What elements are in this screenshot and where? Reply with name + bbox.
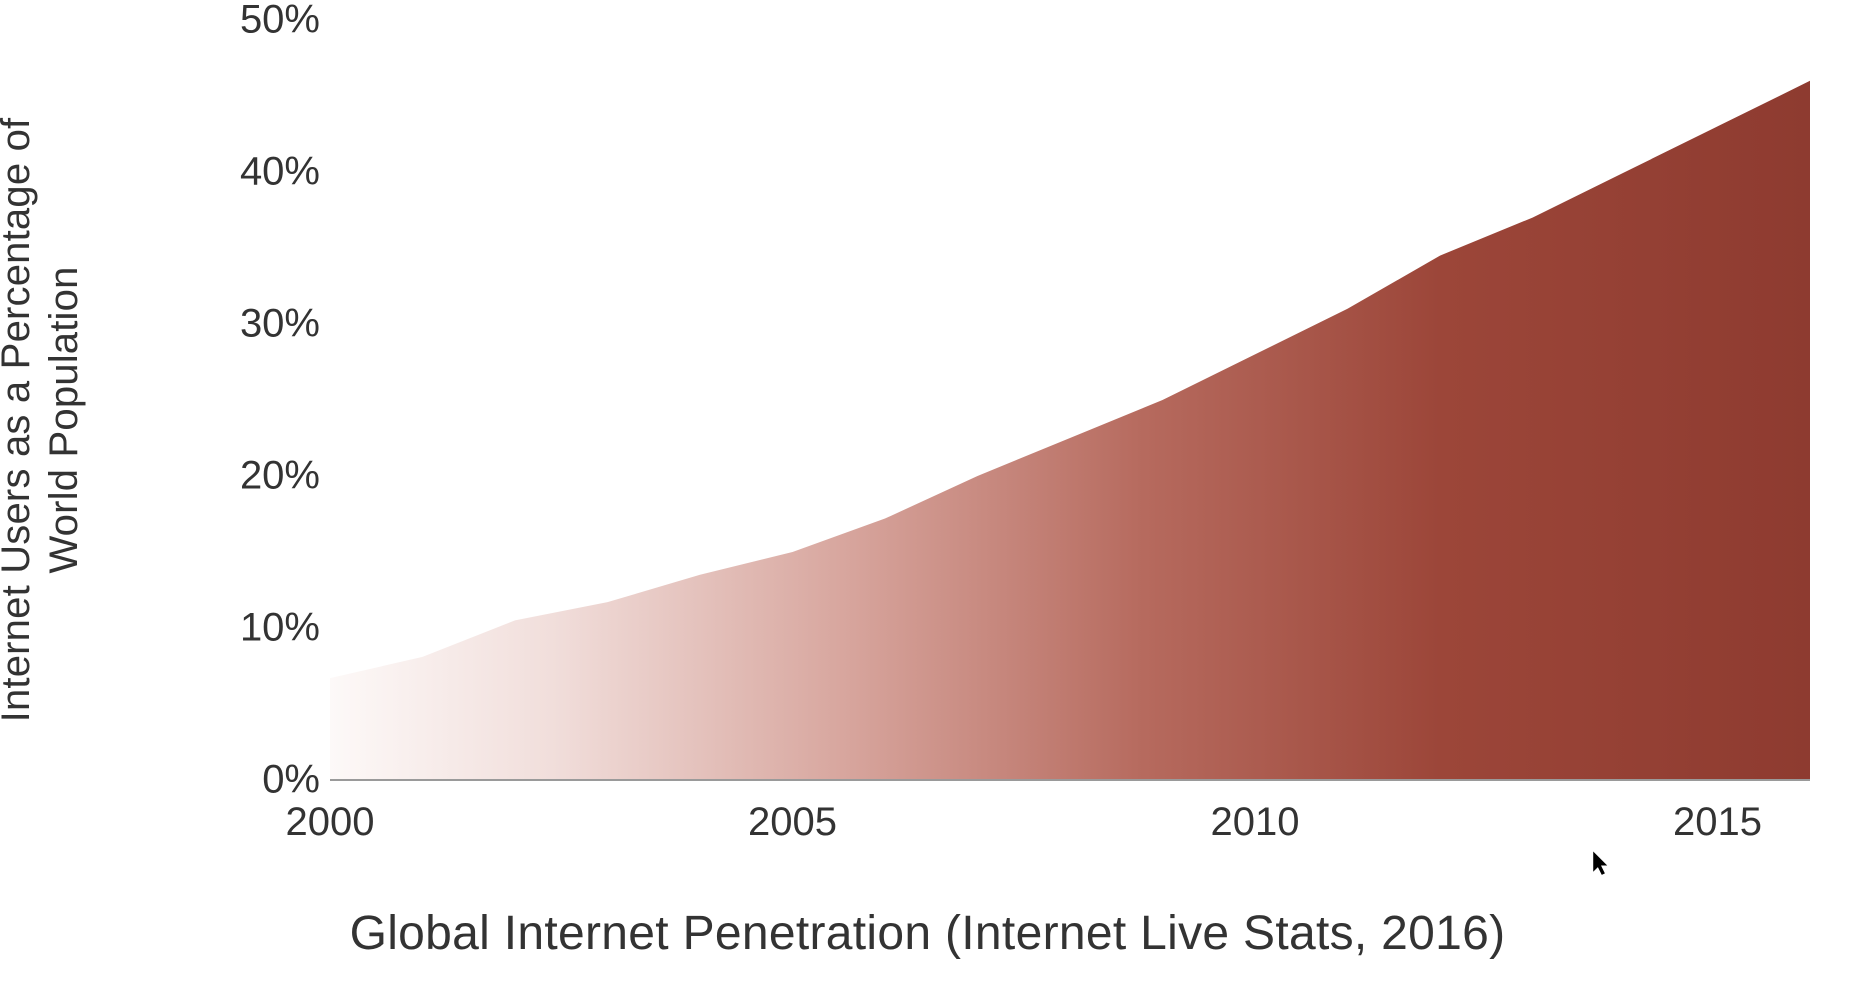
x-tick-label: 2015	[1673, 800, 1762, 845]
y-tick-label: 10%	[180, 606, 320, 651]
y-tick-label: 40%	[180, 150, 320, 195]
y-tick-label: 30%	[180, 302, 320, 347]
area-svg	[330, 20, 1810, 780]
y-axis-label: Internet Users as a Percentage of World …	[0, 118, 88, 723]
x-tick-label: 2000	[286, 800, 375, 845]
y-tick-label: 20%	[180, 454, 320, 499]
plot-area	[330, 20, 1810, 780]
chart-caption: Global Internet Penetration (Internet Li…	[0, 906, 1855, 961]
x-tick-label: 2005	[748, 800, 837, 845]
x-tick-label: 2010	[1211, 800, 1300, 845]
area-chart: Internet Users as a Percentage of World …	[0, 0, 1855, 991]
cursor-icon	[1590, 850, 1612, 885]
area-fill	[330, 81, 1810, 780]
y-tick-label: 50%	[180, 0, 320, 43]
y-tick-label: 0%	[180, 758, 320, 803]
